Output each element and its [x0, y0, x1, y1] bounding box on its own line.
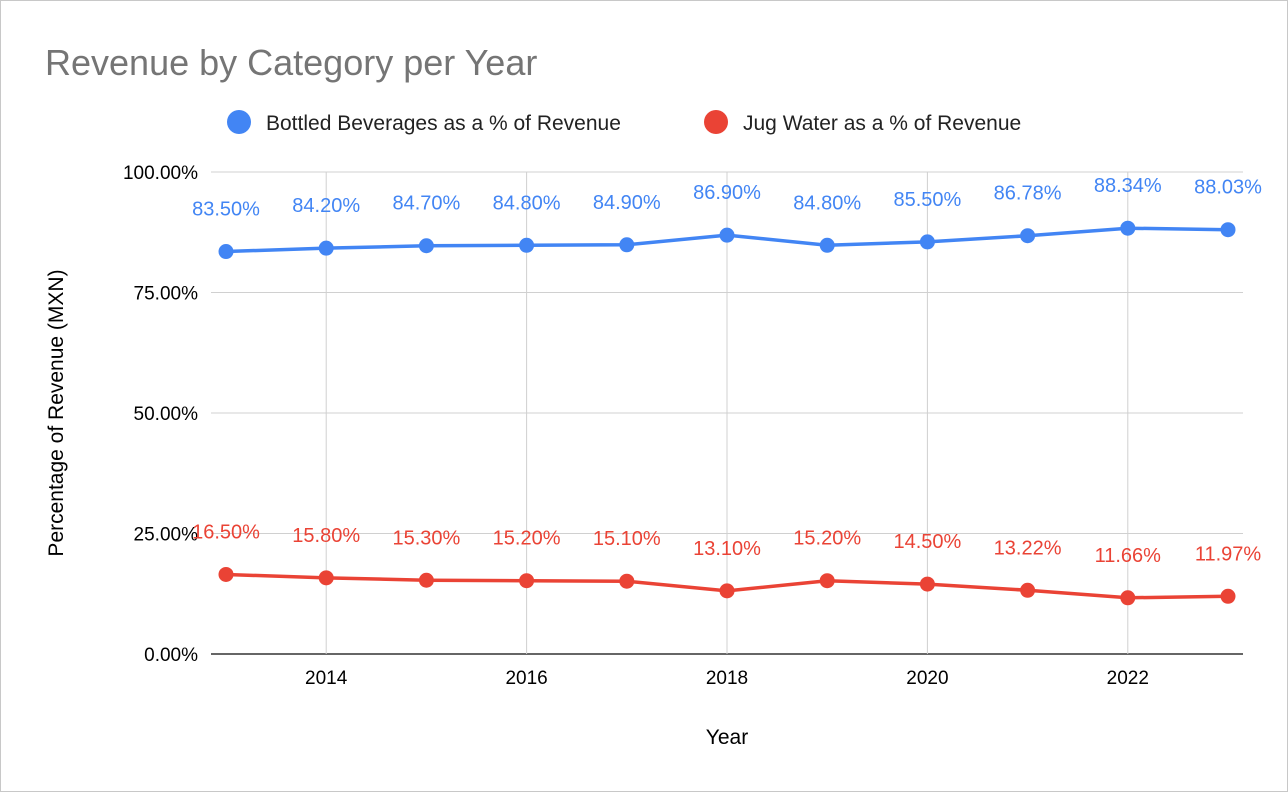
legend: Bottled Beverages as a % of Revenue Jug …: [227, 110, 1021, 135]
data-labels: 83.50% 84.20% 84.70% 84.80% 84.90% 86.90% 84.8…: [192, 175, 1262, 567]
y-tick-label: 75.00%: [134, 284, 199, 305]
data-point: [1220, 588, 1236, 604]
data-label: 84.80%: [793, 192, 861, 214]
data-point: [919, 576, 935, 592]
data-point: [819, 573, 835, 589]
data-point: [1020, 582, 1036, 598]
data-point: [519, 237, 535, 253]
data-label: 86.90%: [693, 182, 761, 204]
x-tick-label: 2022: [1107, 668, 1149, 689]
data-label: 88.34%: [1094, 175, 1162, 197]
gridlines: [211, 171, 1243, 655]
data-label: 14.50%: [893, 531, 961, 553]
y-tick-label: 25.00%: [134, 525, 199, 546]
x-tick-label: 2018: [706, 668, 748, 689]
data-point: [619, 237, 635, 253]
data-point: [418, 572, 434, 588]
data-label: 84.90%: [593, 192, 661, 214]
legend-label-bottled: Bottled Beverages as a % of Revenue: [266, 112, 621, 135]
data-label: 86.78%: [994, 183, 1062, 205]
data-label: 13.10%: [693, 538, 761, 560]
y-tick-label: 100.00%: [123, 163, 198, 184]
data-label: 15.80%: [292, 525, 360, 547]
data-point: [318, 240, 334, 256]
data-point: [318, 570, 334, 586]
data-label: 11.97%: [1195, 543, 1262, 565]
data-point: [1120, 220, 1136, 236]
data-point: [218, 566, 234, 582]
data-label: 15.10%: [593, 528, 661, 550]
legend-marker-jug: [704, 110, 728, 134]
axis-ticks: 0.00% 25.00% 50.00% 75.00% 100.00% 2014 2016 20…: [123, 163, 1149, 689]
data-label: 84.80%: [493, 192, 561, 214]
data-label: 84.20%: [292, 195, 360, 217]
data-label: 85.50%: [893, 189, 961, 211]
data-label: 15.30%: [392, 527, 460, 549]
legend-label-jug: Jug Water as a % of Revenue: [743, 112, 1021, 135]
data-label: 13.22%: [994, 537, 1062, 559]
series-lines: [218, 220, 1236, 606]
x-tick-label: 2016: [505, 668, 547, 689]
legend-marker-bottled: [227, 110, 251, 134]
data-label: 16.50%: [192, 521, 260, 543]
data-label: 15.20%: [793, 528, 861, 550]
x-axis-title: Year: [706, 726, 748, 749]
data-label: 83.50%: [192, 199, 260, 221]
data-label: 15.20%: [493, 528, 561, 550]
y-tick-label: 0.00%: [144, 645, 198, 666]
data-point: [418, 238, 434, 254]
data-point: [719, 227, 735, 243]
data-label: 88.03%: [1194, 177, 1262, 199]
x-tick-label: 2014: [305, 668, 348, 689]
chart-title: Revenue by Category per Year: [45, 42, 537, 83]
data-point: [719, 583, 735, 599]
data-point: [1120, 590, 1136, 606]
data-point: [819, 237, 835, 253]
data-point: [218, 244, 234, 260]
x-tick-label: 2020: [906, 668, 948, 689]
data-label: 11.66%: [1095, 545, 1162, 567]
data-point: [1220, 222, 1236, 238]
y-tick-label: 50.00%: [134, 404, 199, 425]
y-axis-title: Percentage of Revenue (MXN): [45, 269, 68, 556]
data-point: [1020, 228, 1036, 244]
data-point: [619, 573, 635, 589]
data-label: 84.70%: [392, 193, 460, 215]
data-point: [519, 573, 535, 589]
data-point: [919, 234, 935, 250]
